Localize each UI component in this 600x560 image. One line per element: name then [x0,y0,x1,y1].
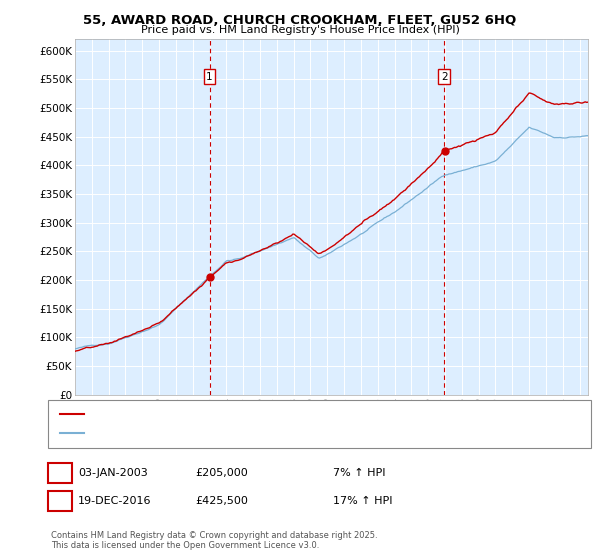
Text: 7% ↑ HPI: 7% ↑ HPI [333,468,385,478]
Text: Contains HM Land Registry data © Crown copyright and database right 2025.
This d: Contains HM Land Registry data © Crown c… [51,530,377,550]
Text: HPI: Average price, semi-detached house, Hart: HPI: Average price, semi-detached house,… [90,429,313,438]
Text: 1: 1 [56,468,64,478]
Text: 17% ↑ HPI: 17% ↑ HPI [333,496,392,506]
Text: Price paid vs. HM Land Registry's House Price Index (HPI): Price paid vs. HM Land Registry's House … [140,25,460,35]
Text: 55, AWARD ROAD, CHURCH CROOKHAM, FLEET, GU52 6HQ (semi-detached house): 55, AWARD ROAD, CHURCH CROOKHAM, FLEET, … [90,409,482,419]
Text: £205,000: £205,000 [195,468,248,478]
Text: 19-DEC-2016: 19-DEC-2016 [78,496,151,506]
Text: 03-JAN-2003: 03-JAN-2003 [78,468,148,478]
Text: 55, AWARD ROAD, CHURCH CROOKHAM, FLEET, GU52 6HQ: 55, AWARD ROAD, CHURCH CROOKHAM, FLEET, … [83,14,517,27]
Text: 2: 2 [441,72,448,82]
Text: 2: 2 [56,496,64,506]
Text: 1: 1 [206,72,213,82]
Text: £425,500: £425,500 [195,496,248,506]
